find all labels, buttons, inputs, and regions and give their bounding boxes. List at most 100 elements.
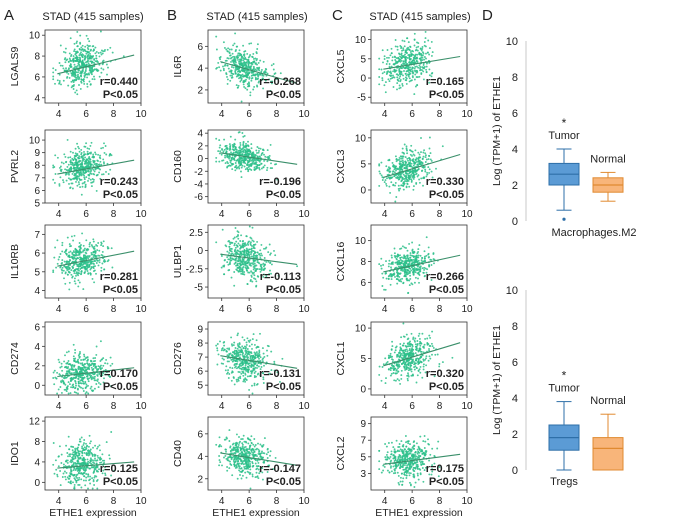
y-tick-label: 12 (29, 417, 41, 428)
data-point (236, 458, 239, 461)
data-point (92, 238, 95, 241)
data-point (244, 62, 247, 64)
data-point (83, 267, 86, 270)
data-point (69, 150, 72, 153)
data-point (95, 475, 98, 478)
data-point (416, 76, 419, 79)
data-point (262, 372, 265, 375)
data-point (259, 59, 262, 62)
data-point (245, 144, 247, 147)
data-point (241, 443, 244, 446)
data-point (248, 84, 251, 87)
data-point (84, 183, 87, 186)
data-point (398, 77, 401, 80)
data-point (81, 387, 84, 390)
data-point (229, 460, 231, 463)
data-point (234, 72, 237, 75)
data-point (228, 347, 231, 350)
data-point (66, 236, 69, 239)
data-point (99, 340, 102, 343)
data-point (399, 75, 402, 78)
data-point (390, 72, 393, 75)
data-point (75, 391, 78, 394)
x-tick-label: 6 (246, 304, 252, 315)
column-title-b: STAD (415 samples) (206, 11, 307, 23)
p-value-label: P<0.05 (103, 189, 138, 201)
data-point (388, 65, 391, 68)
data-point (77, 382, 80, 385)
data-point (238, 342, 241, 345)
data-point (246, 88, 249, 91)
data-point (234, 32, 237, 35)
data-point (263, 257, 266, 259)
data-point (255, 268, 258, 271)
y-tick-label: 4 (197, 64, 203, 75)
data-point (78, 281, 81, 284)
data-point (250, 74, 253, 77)
data-point (73, 63, 76, 66)
data-point (67, 435, 70, 438)
data-point (268, 154, 271, 157)
data-point (99, 461, 101, 464)
data-point (249, 355, 252, 358)
data-point (239, 346, 242, 349)
data-point (242, 59, 245, 62)
data-point (54, 154, 57, 157)
data-point (223, 344, 226, 347)
data-point (92, 270, 95, 273)
data-point (70, 55, 72, 58)
data-point (417, 151, 420, 154)
data-point (82, 250, 84, 253)
data-point (85, 479, 87, 482)
data-point (84, 68, 87, 71)
data-point (229, 262, 232, 265)
data-point (110, 385, 112, 388)
data-point (232, 66, 235, 69)
data-point (237, 270, 240, 273)
data-point (79, 379, 82, 382)
data-points (52, 232, 114, 291)
data-point (223, 259, 226, 262)
data-point (254, 444, 257, 446)
data-point (256, 261, 259, 264)
data-point (249, 471, 252, 474)
data-point (52, 463, 55, 466)
data-point (413, 93, 416, 96)
data-point (404, 72, 407, 75)
data-point (235, 49, 237, 51)
data-point (73, 483, 76, 486)
data-point (242, 144, 245, 147)
data-point (399, 168, 402, 171)
data-point (251, 152, 254, 154)
data-point (89, 448, 92, 451)
data-point (52, 442, 55, 444)
data-point (62, 181, 65, 184)
data-point (253, 166, 256, 169)
data-point (108, 154, 111, 157)
data-point (68, 288, 71, 291)
data-point (94, 459, 96, 462)
data-point (106, 162, 109, 165)
data-point (228, 245, 231, 248)
data-point (58, 81, 61, 84)
data-point (410, 55, 413, 57)
data-point (412, 185, 415, 188)
data-point (248, 388, 251, 391)
data-point (269, 269, 271, 272)
data-point (248, 254, 251, 257)
data-point (248, 460, 251, 463)
data-point (221, 347, 224, 350)
data-point (77, 171, 80, 174)
data-point (79, 376, 82, 379)
data-point (109, 153, 112, 156)
data-point (237, 242, 240, 245)
data-point (73, 163, 76, 166)
data-point (248, 76, 251, 79)
data-point (215, 156, 218, 159)
data-point (244, 50, 247, 53)
data-point (69, 178, 72, 181)
data-point (74, 351, 77, 354)
data-point (67, 156, 70, 159)
data-point (97, 365, 100, 368)
